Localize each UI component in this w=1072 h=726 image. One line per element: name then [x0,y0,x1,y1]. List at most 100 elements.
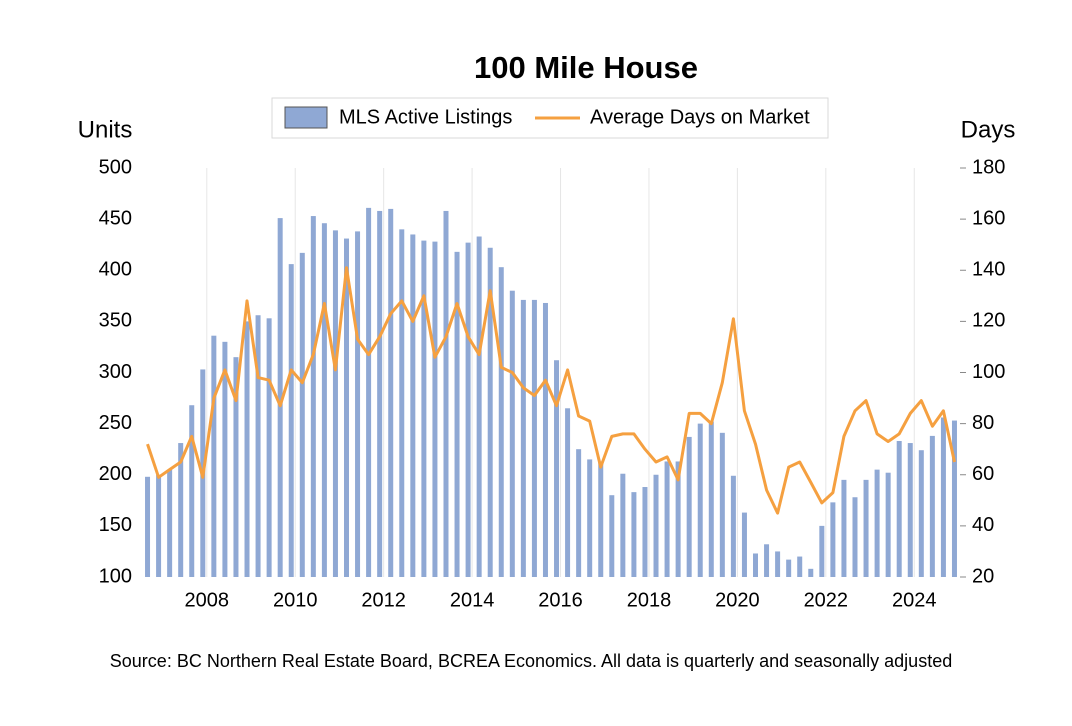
y-tick-label: 350 [99,310,132,332]
y2-axis-title: Days [961,116,1016,143]
bar [719,432,725,577]
bar [697,423,703,577]
bar [907,443,913,577]
bar [565,408,571,577]
bar [896,441,902,577]
bar [520,299,526,577]
bar [764,544,770,577]
bar [178,443,184,577]
bar [222,341,228,577]
bar [255,315,261,577]
line [146,266,956,515]
bar [454,251,460,577]
bar [167,469,173,577]
bar [852,497,858,577]
bar [664,461,670,577]
y2-tick-label: 20 [972,565,994,587]
legend-swatch [284,106,328,129]
bar [211,335,217,577]
chart-title: 100 Mile House [474,50,698,85]
y-tick-label: 300 [99,361,132,383]
bar [288,264,294,577]
x-tick-label: 2012 [361,589,406,611]
bar [609,495,615,577]
bar [487,247,493,577]
bar [266,318,272,577]
bar [299,252,305,577]
y-tick-label: 200 [99,463,132,485]
bar [741,512,747,577]
bar [421,240,427,577]
y2-tick-label: 100 [972,361,1005,383]
y2-tick-label: 80 [972,412,994,434]
bar [410,234,416,577]
y-tick-label: 450 [99,207,132,229]
bar [277,218,283,578]
bar [631,492,637,577]
bar [576,449,582,577]
y-tick-label: 100 [99,565,132,587]
y2-tick-label: 40 [972,514,994,536]
y2-tick-label: 180 [972,156,1005,178]
x-tick-label: 2022 [804,589,849,611]
bar [819,525,825,577]
bar [786,559,792,577]
bar [642,487,648,577]
bar [686,436,692,577]
bar [940,417,946,577]
y-tick-label: 250 [99,412,132,434]
bar [344,238,349,578]
y2-tick-label: 120 [972,310,1005,332]
bar [189,405,195,577]
bar [918,450,924,577]
source-note: Source: BC Northern Real Estate Board, B… [110,651,952,671]
bar [830,502,836,577]
bar [951,420,957,577]
bar [377,210,383,577]
bar [244,321,250,577]
bar [929,435,935,577]
bar [885,472,891,577]
bar [797,556,803,577]
y-tick-label: 500 [99,156,132,178]
bar [542,302,548,577]
x-tick-label: 2020 [715,589,760,611]
bar [620,473,626,577]
x-tick-label: 2016 [538,589,583,611]
bar [145,476,151,577]
y2-tick-label: 60 [972,463,994,485]
x-tick-label: 2024 [892,589,937,611]
x-tick-label: 2018 [627,589,672,611]
bar [531,299,537,577]
bar [653,474,659,577]
bar [233,357,239,577]
bar [753,553,758,577]
bar [321,223,327,577]
bar [388,208,394,577]
bar [366,207,372,577]
bar [708,421,714,577]
bar [675,461,681,577]
y-tick-label: 400 [99,259,132,281]
bar [498,267,504,577]
bar [476,236,482,577]
bar [863,479,869,577]
bar [587,459,593,577]
bar [775,551,781,577]
x-tick-label: 2008 [185,589,230,611]
bar [808,568,814,577]
bar [310,216,316,577]
legend-label: MLS Active Listings [339,106,512,128]
bar [730,475,736,577]
y-axis-title: Units [78,116,133,143]
bar [465,242,471,577]
bar [355,231,361,577]
bar [509,290,515,577]
x-tick-label: 2014 [450,589,495,611]
x-tick-label: 2010 [273,589,318,611]
bar [399,229,405,577]
bar [554,360,560,577]
bar [432,241,438,577]
y2-tick-label: 140 [972,259,1005,281]
bar [332,230,338,577]
